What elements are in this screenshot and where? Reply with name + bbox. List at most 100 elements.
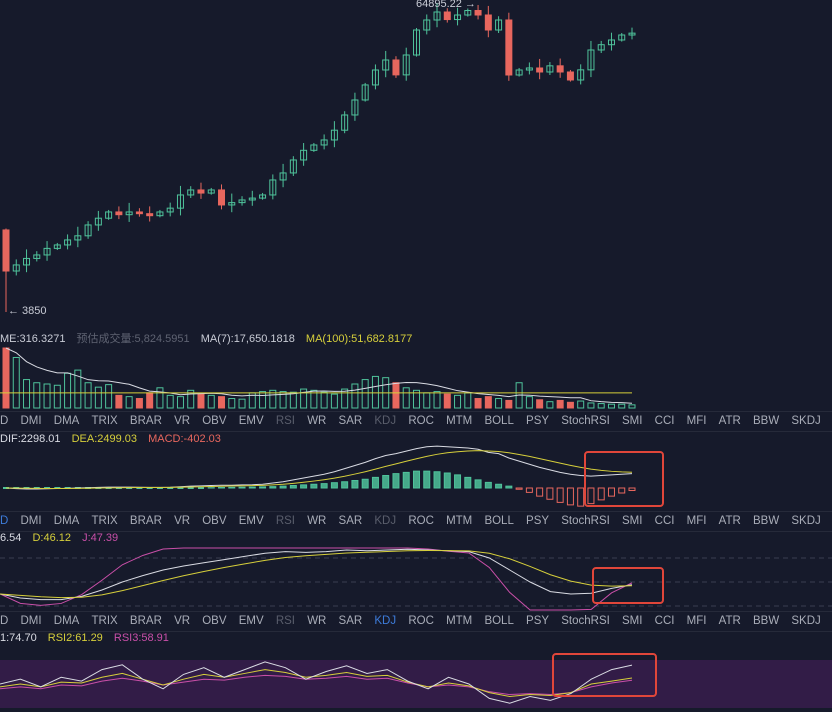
tab-skdj[interactable]: SKDJ — [791, 615, 821, 627]
tab-roc[interactable]: ROC — [408, 615, 434, 627]
volume-bar — [566, 401, 574, 409]
tab-dma[interactable]: DMA — [53, 515, 80, 527]
tab-bbw[interactable]: BBW — [753, 615, 780, 627]
rsi3-value: RSI3:58.91 — [113, 632, 169, 644]
tab-smi[interactable]: SMI — [622, 415, 643, 427]
tab-cci[interactable]: CCI — [654, 415, 675, 427]
tab-dma[interactable]: DMA — [53, 415, 80, 427]
candle-body — [300, 149, 308, 161]
tab-cci[interactable]: CCI — [654, 615, 675, 627]
tab-boll[interactable]: BOLL — [484, 515, 514, 527]
tab-stochrsi[interactable]: StochRSI — [561, 615, 610, 627]
tab-boll[interactable]: BOLL — [484, 615, 514, 627]
tab-obv[interactable]: OBV — [202, 415, 227, 427]
tab-trix[interactable]: TRIX — [91, 415, 118, 427]
candle-body — [33, 254, 41, 259]
volume-bar — [607, 403, 615, 409]
tab-vr[interactable]: VR — [174, 515, 191, 527]
tab-emv[interactable]: EMV — [238, 615, 264, 627]
tab-trix[interactable]: TRIX — [91, 615, 118, 627]
tab-psy[interactable]: PSY — [526, 615, 550, 627]
tab-obv[interactable]: OBV — [202, 515, 227, 527]
tab-atr[interactable]: ATR — [718, 615, 741, 627]
macd-value: MACD:-402.03 — [148, 433, 221, 445]
tab-trix[interactable]: TRIX — [91, 515, 118, 527]
candle-body — [607, 39, 615, 46]
tab-bbw[interactable]: BBW — [753, 515, 780, 527]
tab-brar[interactable]: BRAR — [129, 415, 162, 427]
candle-body — [2, 229, 10, 272]
candle-body — [320, 139, 328, 146]
tab-wr[interactable]: WR — [307, 615, 327, 627]
candle-body — [23, 257, 31, 266]
tab-kdj[interactable]: KDJ — [374, 515, 397, 527]
tab-psy[interactable]: PSY — [526, 515, 550, 527]
tab-mfi[interactable]: MFI — [686, 615, 707, 627]
tab-smi[interactable]: SMI — [622, 615, 643, 627]
tab-mtm[interactable]: MTM — [446, 415, 473, 427]
tab-smi[interactable]: SMI — [622, 515, 643, 527]
volume-bar — [310, 389, 318, 409]
macd-dea: DEA:2499.03 — [71, 433, 138, 445]
tab-roc[interactable]: ROC — [408, 515, 434, 527]
tab-mfi[interactable]: MFI — [686, 415, 707, 427]
tab-dmi[interactable]: DMI — [20, 515, 42, 527]
tab-wr[interactable]: WR — [307, 515, 327, 527]
tab-psy[interactable]: PSY — [526, 415, 550, 427]
candle-body — [115, 211, 123, 216]
volume-bar — [125, 396, 133, 409]
tab-skdj[interactable]: SKDJ — [791, 415, 821, 427]
tab-boll[interactable]: BOLL — [484, 415, 514, 427]
volume-bar — [474, 398, 482, 409]
candle-body — [238, 199, 246, 204]
rsi1-line — [0, 661, 633, 704]
tab-atr[interactable]: ATR — [718, 515, 741, 527]
tab-d[interactable]: D — [0, 515, 9, 527]
tab-brar[interactable]: BRAR — [129, 515, 162, 527]
tab-mtm[interactable]: MTM — [446, 615, 473, 627]
tab-stochrsi[interactable]: StochRSI — [561, 515, 610, 527]
tab-dma[interactable]: DMA — [53, 615, 80, 627]
volume-bar — [94, 386, 102, 409]
tab-rsi[interactable]: RSI — [275, 515, 295, 527]
tab-mtm[interactable]: MTM — [446, 515, 473, 527]
high-price-label: 64895.22 → — [416, 0, 476, 10]
macd-hist-bar — [156, 487, 163, 489]
volume-bar — [320, 391, 328, 409]
tab-cci[interactable]: CCI — [654, 515, 675, 527]
tab-obv[interactable]: OBV — [202, 615, 227, 627]
volume-bar — [300, 388, 308, 409]
tab-sar[interactable]: SAR — [338, 615, 363, 627]
macd-hist-bar — [484, 481, 492, 489]
tab-kdj[interactable]: KDJ — [374, 615, 397, 627]
tab-rsi[interactable]: RSI — [275, 615, 295, 627]
tab-d[interactable]: D — [0, 615, 9, 627]
volume-ma7: MA(7):17,650.1818 — [200, 333, 295, 345]
tab-roc[interactable]: ROC — [408, 415, 434, 427]
tab-bbw[interactable]: BBW — [753, 415, 780, 427]
macd-hist-bar — [382, 475, 390, 489]
tab-brar[interactable]: BRAR — [129, 615, 162, 627]
tab-mfi[interactable]: MFI — [686, 515, 707, 527]
tab-emv[interactable]: EMV — [238, 515, 264, 527]
tab-sar[interactable]: SAR — [338, 415, 363, 427]
tab-skdj[interactable]: SKDJ — [791, 515, 821, 527]
tab-emv[interactable]: EMV — [238, 415, 264, 427]
candle-body — [279, 172, 287, 181]
tab-vr[interactable]: VR — [174, 415, 191, 427]
candlestick-chart[interactable] — [0, 0, 832, 325]
tab-d[interactable]: D — [0, 415, 9, 427]
candle-body — [628, 32, 636, 36]
tab-atr[interactable]: ATR — [718, 415, 741, 427]
tab-kdj[interactable]: KDJ — [374, 415, 397, 427]
macd-hist-bar — [330, 482, 338, 489]
tab-dmi[interactable]: DMI — [20, 415, 42, 427]
tab-rsi[interactable]: RSI — [275, 415, 295, 427]
volume-bar — [330, 393, 338, 409]
tab-stochrsi[interactable]: StochRSI — [561, 415, 610, 427]
tab-sar[interactable]: SAR — [338, 515, 363, 527]
candle-body — [474, 10, 482, 16]
tab-vr[interactable]: VR — [174, 615, 191, 627]
tab-wr[interactable]: WR — [307, 415, 327, 427]
tab-dmi[interactable]: DMI — [20, 615, 42, 627]
